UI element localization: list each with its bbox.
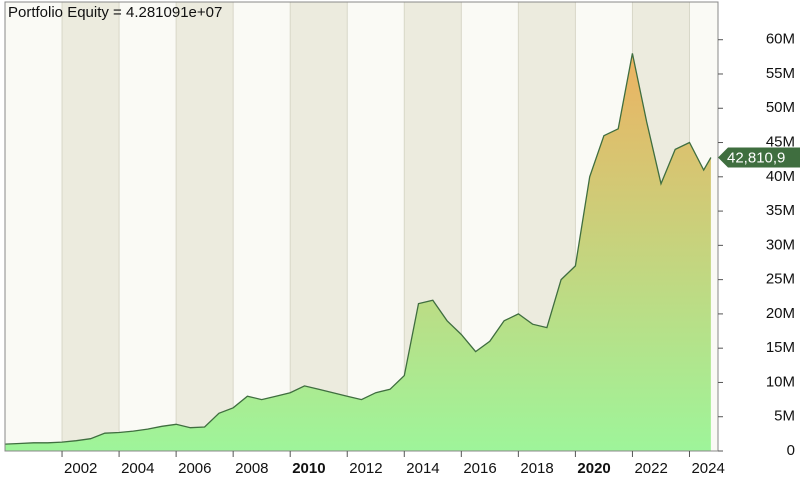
y-tick-label: 20M: [766, 305, 795, 322]
x-tick-label: 2010: [292, 460, 325, 477]
y-tick-label: 25M: [766, 271, 795, 288]
y-tick-label: 5M: [774, 408, 795, 425]
equity-line: [4, 53, 712, 445]
x-tick-label: 2006: [178, 460, 211, 477]
year-band: [62, 2, 120, 451]
x-tick-label: 2014: [406, 460, 439, 477]
y-tick-label: 10M: [766, 373, 795, 390]
x-tick-label: 2004: [121, 460, 154, 477]
x-tick-label: 2020: [577, 460, 610, 477]
x-tick-label: 2008: [235, 460, 268, 477]
y-tick-label: 50M: [766, 99, 795, 116]
x-tick-label: 2022: [634, 460, 667, 477]
y-tick-label: 45M: [766, 134, 795, 151]
x-tick-label: 2018: [520, 460, 553, 477]
x-tick-label: 2002: [64, 460, 97, 477]
x-tick-label: 2012: [349, 460, 382, 477]
y-tick-label: 15M: [766, 339, 795, 356]
chart-title: Portfolio Equity = 4.281091e+07: [8, 4, 222, 21]
x-tick-label: 2016: [463, 460, 496, 477]
x-tick-label: 2024: [691, 460, 724, 477]
year-band: [176, 2, 234, 451]
plot-border: [4, 1, 719, 452]
last-value-label: 42,810,9: [727, 150, 785, 167]
y-tick-label: 60M: [766, 31, 795, 48]
y-tick-label: 0: [787, 442, 795, 459]
equity-area: [5, 53, 711, 452]
year-band: [290, 2, 348, 451]
y-tick-label: 40M: [766, 168, 795, 185]
y-tick-label: 30M: [766, 236, 795, 253]
y-tick-label: 55M: [766, 65, 795, 82]
y-tick-label: 35M: [766, 202, 795, 219]
last-value-marker: [718, 147, 800, 168]
